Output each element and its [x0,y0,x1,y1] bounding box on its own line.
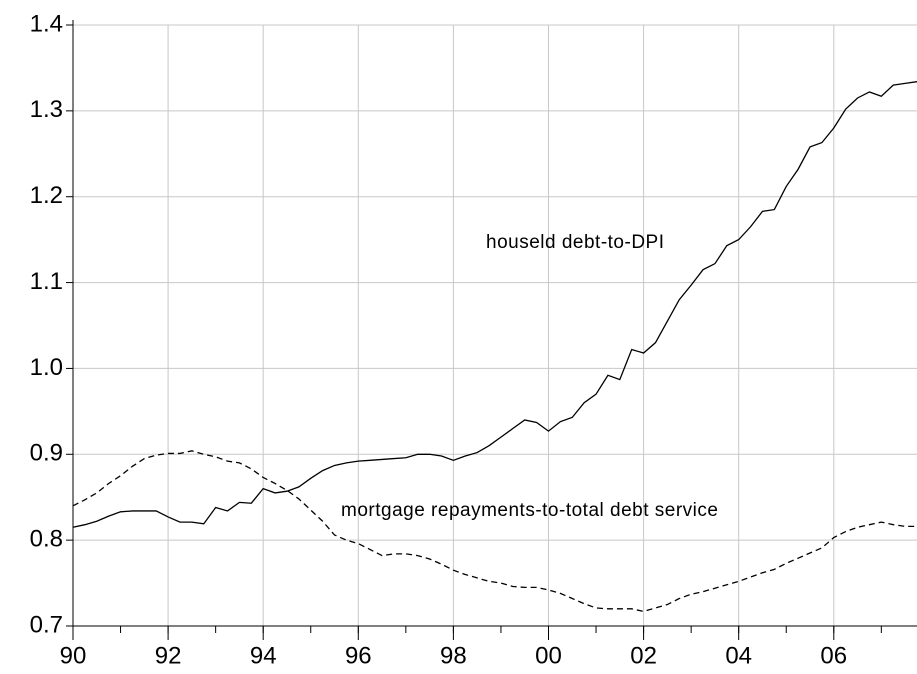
y-tick-label: 1.1 [30,268,63,295]
data-line [72,450,917,613]
data-line [72,81,917,528]
y-tick-label: 0.7 [30,611,63,638]
annotation: houseld debt-to-DPI [486,232,665,253]
x-tick-label: 96 [345,642,372,669]
y-tick-label: 1.3 [30,96,63,123]
x-tick-label: 94 [250,642,277,669]
x-tick-label: 02 [630,642,657,669]
x-tick-label: 98 [440,642,467,669]
y-tick-label: 1.2 [30,182,63,209]
x-tick-label: 06 [820,642,847,669]
x-tick-label: 90 [60,642,87,669]
x-tick-label: 92 [155,642,182,669]
x-tick-label: 00 [535,642,562,669]
y-tick-label: 1.4 [30,10,63,37]
y-tick-label: 0.8 [30,525,63,552]
x-tick-label: 04 [725,642,752,669]
y-tick-label: 0.9 [30,440,63,467]
annotation: mortgage repayments-to-total debt servic… [341,500,718,521]
y-tick-label: 1.0 [30,354,63,381]
